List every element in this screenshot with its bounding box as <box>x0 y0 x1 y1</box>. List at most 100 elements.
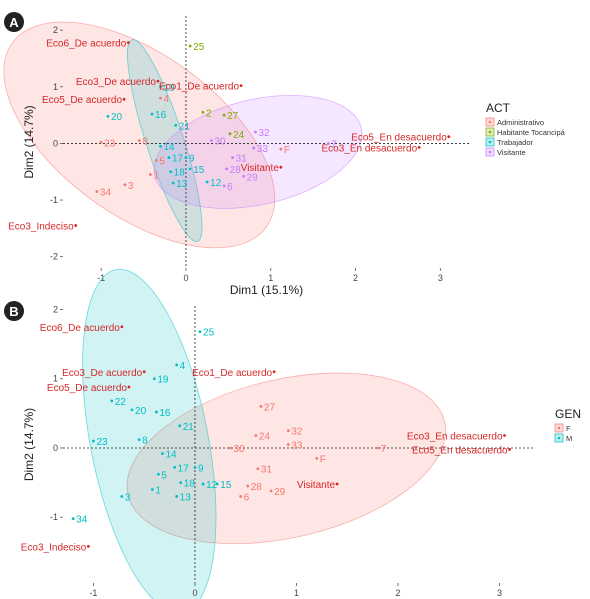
individual-label: 18 <box>174 168 186 179</box>
category-point <box>335 482 339 486</box>
individual-point <box>148 173 152 176</box>
y-tick-label: 1 <box>53 82 58 92</box>
individual-point <box>150 112 154 116</box>
individual-point <box>174 123 178 127</box>
individual-point <box>215 482 219 486</box>
individual-label: 23 <box>104 138 116 149</box>
individual-point <box>110 399 114 403</box>
individual-label: 17 <box>178 463 190 474</box>
category-point <box>239 84 243 88</box>
category-point <box>417 145 421 149</box>
individual-point <box>137 139 141 142</box>
individual-label: 32 <box>258 128 270 139</box>
individual-label: 4 <box>180 361 186 372</box>
individual-label: 28 <box>251 482 263 493</box>
individual-point <box>188 167 192 171</box>
individual-label: 32 <box>291 427 303 438</box>
individual-label: 12 <box>210 178 222 189</box>
individual-label: 29 <box>247 172 259 183</box>
individual-point <box>279 147 283 151</box>
individual-point <box>256 467 260 471</box>
individual-label: 12 <box>206 480 218 491</box>
y-tick-label: -1 <box>50 195 58 205</box>
individual-point <box>161 452 164 455</box>
legend-key-dot <box>488 140 492 144</box>
individual-point <box>92 439 95 443</box>
y-tick-label: -2 <box>50 252 58 262</box>
individual-label: 31 <box>236 154 248 165</box>
y-tick-label: 0 <box>53 138 58 148</box>
individual-label: 17 <box>172 154 184 165</box>
category-label: Eco3_En desacuerdo <box>322 143 418 154</box>
category-label: Visitante <box>297 480 336 491</box>
individual-label: 6 <box>244 492 250 503</box>
individual-label: 16 <box>155 110 167 121</box>
legend-entry-label: Habitante Tocancipá <box>497 128 566 137</box>
legend-key-dot <box>488 130 492 134</box>
legend-entry-label: M <box>566 434 572 443</box>
category-label: Visitante <box>241 163 280 174</box>
panel-badge <box>4 301 24 321</box>
category-label: Eco3_De acuerdo <box>62 368 142 379</box>
individual-point <box>152 377 156 381</box>
individual-label: 33 <box>291 441 303 452</box>
individual-label: 24 <box>233 130 245 141</box>
individual-point <box>198 330 202 334</box>
individual-point <box>269 489 273 493</box>
individual-point <box>154 410 158 414</box>
legend-key-dot <box>488 150 492 154</box>
individual-label: 5 <box>161 470 167 481</box>
panel-badge-label: B <box>9 304 18 319</box>
individual-point <box>259 405 263 408</box>
individual-point <box>201 110 205 114</box>
individual-label: F <box>320 454 326 465</box>
x-tick-label: -1 <box>89 588 97 598</box>
legend-key-dot <box>557 436 561 440</box>
individual-point <box>246 484 250 488</box>
individual-point <box>130 408 134 412</box>
individual-point <box>169 170 173 174</box>
category-point <box>156 79 160 83</box>
individual-label: 1 <box>153 171 159 182</box>
legend-entry-label: Administrativo <box>497 118 544 127</box>
confidence-ellipse-administrativo <box>3 21 276 249</box>
category-label: Eco5_En desacuerdo <box>351 133 447 144</box>
x-tick-label: 1 <box>294 588 299 598</box>
x-tick-label: -1 <box>97 273 105 283</box>
individual-point <box>175 363 179 367</box>
individual-label: 19 <box>157 375 169 386</box>
individual-point <box>239 495 243 498</box>
individual-point <box>175 495 179 498</box>
individual-label: 28 <box>230 165 242 176</box>
legend-key-dot <box>488 120 492 124</box>
individual-label: 20 <box>111 112 123 123</box>
individual-label: F <box>284 145 290 156</box>
individual-label: 6 <box>227 182 233 193</box>
individual-label: 25 <box>193 42 205 53</box>
category-label: Eco1_De acuerdo <box>159 82 239 93</box>
individual-point <box>123 183 127 187</box>
legend-entry-label: F <box>566 424 571 433</box>
individual-label: 1 <box>155 486 161 497</box>
category-label: Eco5_En desacuerdo <box>412 445 508 456</box>
individual-point <box>286 443 290 446</box>
category-label: Eco6_De acuerdo <box>46 39 126 50</box>
x-tick-label: 3 <box>438 273 443 283</box>
x-tick-label: 0 <box>183 273 188 283</box>
category-label: Eco3_Indeciso <box>21 542 87 553</box>
individual-label: 15 <box>220 480 232 491</box>
individual-point <box>228 132 232 136</box>
individual-point <box>254 434 258 437</box>
category-point <box>126 41 130 45</box>
category-label: Eco5_De acuerdo <box>42 95 122 106</box>
individual-label: 13 <box>176 179 188 190</box>
category-point <box>508 447 512 451</box>
x-tick-label: 2 <box>353 273 358 283</box>
individual-label: 9 <box>189 154 195 165</box>
individual-point <box>205 180 209 184</box>
individual-point <box>242 174 246 178</box>
category-point <box>127 385 131 389</box>
individual-label: 20 <box>135 406 147 417</box>
